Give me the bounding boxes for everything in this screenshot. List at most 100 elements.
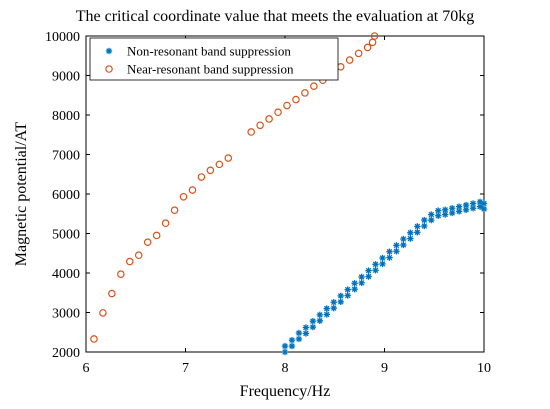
data-point [281,348,289,356]
data-point [358,273,365,281]
data-point [295,335,303,343]
data-point [283,101,291,110]
y-tick-label: 9000 [52,70,80,85]
data-point [206,166,215,175]
data-point [117,270,125,278]
data-point [188,186,197,194]
data-point [316,317,324,324]
data-point [337,298,344,306]
data-point [379,254,386,262]
data-point [435,207,442,214]
y-tick-label: 4000 [52,267,80,282]
data-point [448,205,456,212]
y-axis-label: Magnetic potential/AT [13,122,30,267]
x-tick-label: 10 [477,361,491,376]
data-point [480,200,488,207]
data-point [480,205,488,213]
data-point [365,273,372,280]
y-tick-label: 7000 [52,149,80,164]
data-point [370,32,379,40]
data-point [368,38,377,47]
legend-marker [105,65,113,73]
data-point [215,160,224,169]
data-point [386,254,393,261]
data-point [400,241,407,249]
data-point [288,336,296,344]
data-point [351,280,358,287]
data-point [224,154,233,162]
data-point [99,309,107,317]
axis-ticks: 6 7 8 9 10 2000 3000 4000 5000 6000 7000 8000 9000 10… [45,30,491,376]
data-point [344,286,351,293]
y-tick-label: 10000 [45,30,80,45]
data-point [316,311,324,319]
data-point [310,82,318,90]
x-tick-label: 9 [381,361,388,376]
data-point [448,209,456,217]
data-point [414,223,421,230]
data-point [330,299,337,306]
legend-label: Non-resonant band suppression [127,44,291,59]
data-point [441,206,449,213]
data-point [428,211,435,218]
data-point [345,56,354,64]
data-point [323,311,330,318]
data-point [288,342,296,350]
data-point [292,95,300,104]
data-point [400,235,407,243]
data-point [393,242,400,249]
data-point [108,289,116,298]
legend-label: Near-resonant band suppression [127,62,294,77]
data-point [336,63,345,71]
x-axis-label: Frequency/Hz [240,383,331,400]
data-point [281,342,289,350]
plot-frame [85,35,485,353]
x-tick-label: 8 [282,361,289,376]
data-point [161,219,170,228]
data-point [363,43,372,52]
x-tick-label: 6 [83,361,90,376]
data-point [407,229,414,236]
data-point [143,238,152,246]
data-point [197,173,206,181]
legend-box [89,37,339,81]
data-point [309,317,317,325]
legend: Non-resonant band suppression Near-resona… [89,37,339,81]
data-point [455,203,463,210]
data-point [302,330,310,337]
x-tick-label: 7 [182,361,189,376]
data-point [337,292,344,300]
data-point [295,329,303,337]
data-point [265,115,273,123]
data-point [393,248,400,255]
data-point [421,216,428,224]
y-tick-label: 8000 [52,109,80,124]
data-point [372,267,379,274]
data-point [302,324,310,331]
series-2 [90,32,379,343]
data-point [90,335,98,343]
data-point [386,248,393,255]
data-point [256,121,264,130]
data-point [414,229,421,236]
data-point [170,206,179,214]
data-point [179,192,188,201]
data-point [152,231,161,240]
data-point [323,305,330,312]
y-tick-label: 5000 [52,228,80,243]
data-point [421,222,428,230]
data-point [354,49,363,58]
y-tick-label: 6000 [52,188,80,203]
chart-title: The critical coordinate value that meets… [76,8,475,25]
series-1 [281,198,488,356]
data-point [134,251,143,260]
y-tick-label: 3000 [52,307,80,322]
data-point [344,292,351,299]
y-tick-label: 2000 [52,346,80,361]
data-point [125,257,134,266]
data-point [330,304,337,312]
legend-marker [105,47,113,55]
data-point [462,201,470,209]
